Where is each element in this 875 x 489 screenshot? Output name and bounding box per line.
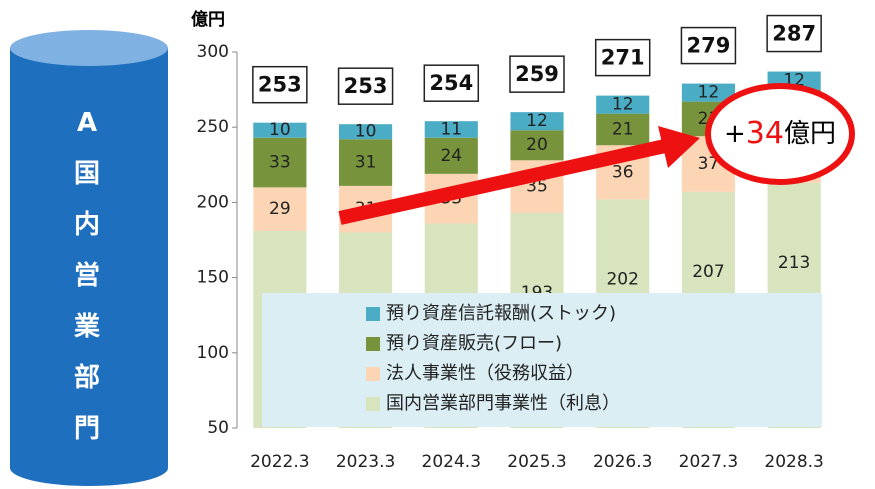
data-label: 12 xyxy=(698,83,720,103)
bar-segment xyxy=(510,112,564,131)
y-tick-label: 50 xyxy=(207,418,229,438)
total-box xyxy=(594,38,651,77)
total-box xyxy=(680,26,737,65)
y-tick-label: 250 xyxy=(197,117,229,137)
total-box xyxy=(766,14,822,53)
legend-label: 国内営業部門事業性（利息） xyxy=(386,393,620,414)
annotation-value: 34 xyxy=(746,116,784,151)
total-label: 279 xyxy=(687,34,731,58)
x-tick-label: 2024.3 xyxy=(422,452,481,472)
x-tick-label: 2028.3 xyxy=(764,452,823,472)
bar-segment xyxy=(681,83,735,102)
legend-swatch xyxy=(366,367,380,381)
data-label: 21 xyxy=(612,119,634,139)
legend-label: 法人事業性（役務収益） xyxy=(386,363,584,384)
data-label: 29 xyxy=(269,199,291,219)
data-label: 10 xyxy=(355,122,377,142)
legend-label: 預り資産信託報酬(ストック) xyxy=(386,303,616,324)
annotation: +34億円 xyxy=(724,116,836,151)
total-box xyxy=(252,65,308,104)
legend-swatch xyxy=(366,397,380,411)
data-label: 31 xyxy=(355,153,377,173)
arrow xyxy=(338,126,700,225)
annotation-ellipse xyxy=(705,83,855,185)
data-label: 207 xyxy=(692,262,724,282)
legend-swatch xyxy=(366,337,380,351)
cylinder-bottom xyxy=(10,450,168,486)
x-tick-label: 2025.3 xyxy=(507,452,566,472)
bar-segment xyxy=(253,187,307,231)
cylinder-body xyxy=(10,48,168,468)
legend-label: 預り資産販売(フロー) xyxy=(386,333,562,354)
total-box xyxy=(337,67,394,105)
total-label: 287 xyxy=(772,22,816,46)
x-tick-label: 2027.3 xyxy=(679,452,738,472)
arrow-head xyxy=(658,126,700,168)
data-label: 10 xyxy=(269,120,291,140)
cylinder xyxy=(10,30,168,486)
annotation-suffix: 億円 xyxy=(784,119,836,149)
data-label: 24 xyxy=(440,146,462,166)
total-label: 259 xyxy=(515,62,559,86)
x-tick-label: 2022.3 xyxy=(250,452,309,472)
data-label: 36 xyxy=(612,162,634,182)
data-label: 20 xyxy=(526,135,548,155)
data-label: 37 xyxy=(698,154,720,174)
y-tick-label: 300 xyxy=(197,42,229,62)
total-label: 253 xyxy=(258,73,302,97)
bar-segment xyxy=(424,121,478,138)
bar-segment xyxy=(253,137,307,188)
bar-segment xyxy=(339,139,393,186)
legend-box xyxy=(262,293,822,427)
arrow-shaft xyxy=(338,139,667,225)
bar-segment xyxy=(339,124,393,140)
total-box xyxy=(423,64,480,102)
data-label: 33 xyxy=(269,153,291,173)
bar-segment xyxy=(596,113,650,146)
bar-segment xyxy=(596,95,650,114)
total-box xyxy=(509,55,565,93)
side-label: A国内営業部門 xyxy=(73,108,100,444)
y-tick-label: 200 xyxy=(197,192,229,212)
data-label: 202 xyxy=(606,269,638,289)
total-label: 271 xyxy=(601,46,645,70)
x-tick-label: 2026.3 xyxy=(593,452,652,472)
bar-segment xyxy=(510,130,564,161)
total-label: 253 xyxy=(344,74,388,98)
legend-swatch xyxy=(366,307,380,321)
x-tick-label: 2023.3 xyxy=(336,452,395,472)
bar-segment xyxy=(424,137,478,174)
y-tick-label: 100 xyxy=(197,343,229,363)
data-label: 11 xyxy=(440,119,462,139)
data-label: 213 xyxy=(778,253,810,273)
data-label: 12 xyxy=(612,95,634,115)
annotation-prefix: + xyxy=(724,119,746,149)
bar-segment xyxy=(253,122,307,138)
y-tick-label: 150 xyxy=(197,268,229,288)
cylinder-top xyxy=(10,30,168,66)
data-label: 12 xyxy=(526,111,548,131)
total-label: 254 xyxy=(429,71,473,95)
unit-label: 億円 xyxy=(191,9,225,30)
